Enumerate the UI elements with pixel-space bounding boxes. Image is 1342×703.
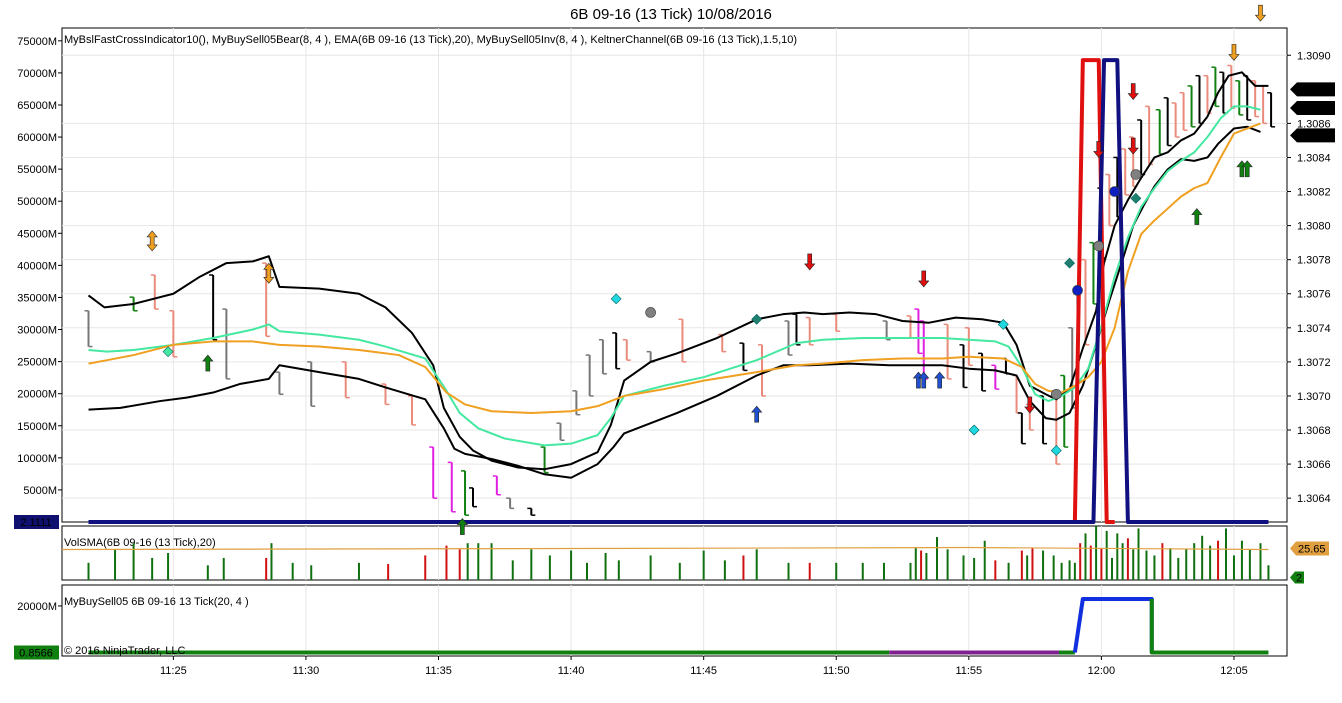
left-value-badge-text: 2.1111: [20, 517, 51, 529]
arrow-down-icon: [1024, 396, 1036, 414]
right-axis-tick-label: 1.3078: [1297, 255, 1331, 267]
volume-panel-frame: [61, 525, 1288, 581]
circle-marker: [645, 307, 656, 318]
copyright-text: © 2016 NinjaTrader, LLC: [64, 645, 185, 657]
series-ema: [88, 122, 1261, 414]
arrow-up-icon: [202, 354, 214, 372]
volume-sma-badge: [1290, 541, 1329, 556]
arrow-down-icon: [804, 253, 816, 271]
right-axis-tick-label: 1.3066: [1297, 459, 1331, 471]
price-indicator-label: MyBslFastCrossIndicator10(), MyBuySell05…: [64, 34, 797, 46]
arrow-up-icon: [1241, 160, 1253, 178]
arrow-down-icon: [1254, 4, 1267, 22]
arrow-up-icon: [1191, 208, 1203, 225]
mybuysell-value-badge: [14, 645, 59, 660]
right-axis-tick-label: 1.3086: [1297, 118, 1331, 130]
right-axis-tick-label: 1.3076: [1297, 289, 1331, 301]
x-axis-tick-label: 11:55: [955, 665, 982, 677]
left-value-badge: [14, 515, 59, 529]
diamond-marker: [1064, 257, 1076, 269]
volume-indicator-label: VolSMA(6B 09-16 (13 Tick),20): [64, 537, 216, 549]
diamond-marker: [968, 424, 980, 436]
left-axis-tick-label: 50000M: [17, 196, 57, 208]
right-axis-tick-label: 1.3072: [1297, 357, 1331, 369]
x-axis-tick-label: 11:25: [160, 665, 187, 677]
right-price-label-text: 1.3085: [1299, 130, 1333, 142]
x-axis-tick-label: 11:30: [293, 665, 320, 677]
left-axis-tick-label: 30000M: [17, 325, 57, 337]
left-axis-tick-label: 75000M: [17, 36, 57, 48]
x-axis-tick-label: 11:35: [425, 665, 452, 677]
arrow-up-icon: [918, 371, 930, 389]
mybuysell-series-line: [1149, 598, 1269, 655]
right-price-label-text: 1.3088: [1299, 84, 1333, 96]
left-axis-tick-label: 55000M: [17, 164, 57, 176]
circle-marker: [1051, 388, 1062, 400]
right-price-label: [1290, 82, 1335, 97]
diamond-marker: [162, 346, 174, 358]
right-axis-tick-label: 1.3064: [1297, 493, 1331, 505]
x-axis-tick-label: 11:50: [823, 665, 850, 677]
x-axis-tick-label: 11:40: [558, 665, 585, 677]
right-price-label-text: 1.3087: [1299, 103, 1333, 115]
diamond-marker: [1050, 445, 1062, 456]
right-axis-tick-label: 1.3084: [1297, 152, 1331, 164]
left-axis-tick-label: 15000M: [17, 421, 57, 433]
volume-last-badge: [1290, 571, 1304, 584]
diamond-marker: [997, 318, 1009, 330]
series-keltner-mid: [88, 105, 1261, 447]
left-axis-tick-label: 25000M: [17, 357, 57, 369]
arrow-down-icon: [1127, 83, 1139, 101]
circle-marker: [1109, 186, 1120, 197]
arrow-up-icon: [751, 405, 763, 423]
left-axis-tick-label: 5000M: [23, 485, 57, 497]
left-axis-tick-label: 45000M: [17, 228, 57, 240]
left-axis-tick-label: 60000M: [17, 132, 57, 144]
left-axis-tick-label: 70000M: [17, 68, 57, 80]
series-mybuysell05: [88, 58, 1269, 524]
left-axis-tick-label: 35000M: [17, 292, 57, 304]
volume-sma-badge-text: 25.65: [1298, 544, 1326, 556]
left-axis-tick-label: 20000M: [17, 389, 57, 401]
arrow-down-icon: [918, 270, 930, 288]
left-axis-tick-label: 40000M: [17, 260, 57, 272]
diamond-marker: [1130, 192, 1142, 204]
diamond-marker: [610, 293, 622, 305]
mybuysell-value-badge-text: 0.8566: [19, 648, 53, 660]
series-mybslfastcrossindicator10: [88, 58, 1115, 524]
right-price-label: [1290, 128, 1335, 143]
right-axis-tick-label: 1.3090: [1297, 50, 1331, 62]
circle-marker: [1093, 240, 1105, 252]
arrow-down-icon: [1228, 44, 1240, 61]
right-axis-tick-label: 1.3074: [1297, 323, 1331, 335]
chart-title: 6B 09-16 (13 Tick) 10/08/2016: [570, 6, 772, 23]
circle-marker: [1130, 169, 1142, 180]
right-axis-tick-label: 1.3070: [1297, 391, 1331, 403]
right-axis-tick-label: 1.3082: [1297, 187, 1331, 199]
x-axis-tick-label: 12:00: [1088, 665, 1116, 677]
volume-last-badge-text: 2: [1296, 573, 1302, 585]
arrow-updown-icon: [146, 230, 158, 252]
arrow-down-icon: [1093, 141, 1105, 158]
volume-sma-line: [61, 546, 1269, 551]
arrow-updown-icon: [263, 262, 275, 284]
diamond-marker: [751, 313, 763, 325]
circle-marker: [1072, 285, 1083, 296]
right-price-label: [1290, 101, 1335, 116]
left-axis-tick-label: 65000M: [17, 100, 57, 112]
arrow-up-icon: [456, 518, 469, 535]
left-axis-tick-label: 10000M: [17, 453, 57, 465]
mybuysell-series-line: [1072, 596, 1154, 653]
arrow-up-icon: [934, 371, 946, 389]
right-axis-tick-label: 1.3080: [1297, 221, 1331, 233]
series-keltner-upper: [87, 71, 1269, 471]
mybuysell-axis-tick-label: 20000M: [17, 601, 57, 613]
x-axis-tick-label: 11:45: [690, 665, 717, 677]
arrow-down-icon: [1127, 137, 1139, 155]
mybuysell-indicator-label: MyBuySell05 6B 09-16 13 Tick(20, 4 ): [64, 596, 249, 608]
right-axis-tick-label: 1.3068: [1297, 425, 1331, 437]
x-axis-tick-label: 12:05: [1220, 665, 1248, 677]
mybuysell-panel-frame: [61, 584, 1288, 657]
